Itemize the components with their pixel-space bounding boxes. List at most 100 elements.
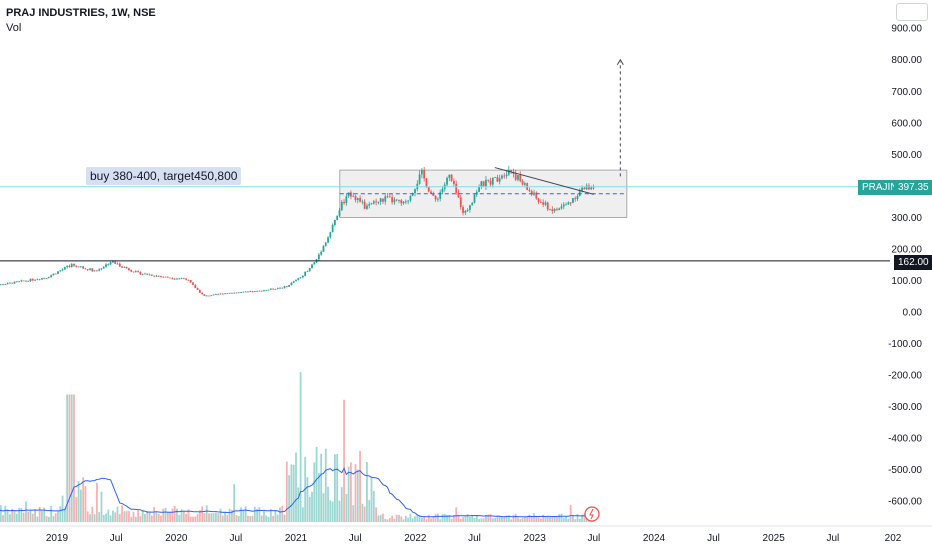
candle-body: [535, 192, 538, 199]
candle-body: [505, 174, 508, 176]
trade-note-annotation[interactable]: buy 380-400, target450,800: [86, 167, 242, 185]
candle-body: [57, 271, 59, 274]
x-axis-tick-label: 202: [885, 533, 902, 544]
y-axis-tick-label: -300.00: [888, 402, 922, 413]
candle-body: [297, 278, 300, 280]
chart-settings-button[interactable]: [896, 3, 928, 21]
volume-bar: [43, 507, 46, 522]
candle-body: [507, 169, 510, 175]
alert-icon: [584, 506, 600, 522]
candle-body: [279, 287, 281, 289]
volume-bar: [63, 508, 66, 522]
candle-body: [144, 273, 146, 275]
volume-bar: [503, 516, 506, 522]
volume-bar: [109, 515, 112, 522]
volume-bar: [228, 508, 231, 522]
volume-bar: [496, 516, 499, 522]
volume-bar: [569, 505, 572, 522]
volume-bar: [146, 510, 149, 522]
candle-body: [546, 202, 549, 210]
candle-body: [448, 174, 451, 178]
candle-body: [565, 204, 567, 206]
volume-bar: [565, 516, 567, 522]
candle-body: [439, 192, 442, 199]
volume-bar: [336, 454, 339, 522]
y-axis-tick-label: 900.00: [891, 24, 922, 35]
candle-body: [494, 177, 497, 178]
candle-body: [301, 275, 304, 278]
candle-body: [134, 271, 137, 273]
volume-bar: [134, 516, 137, 522]
volume-bar: [558, 514, 561, 522]
volume-bar: [276, 514, 279, 522]
y-axis-tick-label: -200.00: [888, 371, 922, 382]
volume-bar: [9, 514, 11, 522]
candle-body: [436, 198, 439, 200]
volume-bar: [382, 513, 384, 522]
y-axis-tick-label: 700.00: [891, 87, 922, 98]
volume-bar: [249, 516, 252, 522]
candle-body: [148, 274, 151, 276]
volume-bar: [187, 509, 190, 522]
volume-bar: [164, 507, 167, 522]
candle-body: [581, 187, 583, 191]
volume-bar: [338, 500, 341, 522]
volume-bar: [322, 493, 325, 522]
candle-body: [514, 173, 517, 180]
candle-body: [411, 193, 414, 196]
candle-body: [320, 251, 323, 255]
candle-body: [313, 262, 316, 265]
candle-body: [404, 201, 407, 203]
volume-bar: [581, 514, 583, 522]
candle-body: [114, 261, 117, 264]
candle-body: [221, 293, 224, 295]
volume-bar: [576, 513, 579, 522]
volume-bar: [244, 506, 247, 522]
candle-body: [523, 183, 526, 185]
candle-body: [41, 278, 43, 280]
candle-body: [533, 192, 535, 195]
candle-body: [551, 209, 554, 212]
volume-bar: [155, 512, 158, 522]
x-axis-tick-label: Jul: [707, 533, 720, 544]
candle-body: [68, 265, 71, 268]
volume-indicator-label[interactable]: Vol: [6, 22, 22, 34]
volume-bar: [292, 464, 295, 522]
volume-bar: [18, 507, 20, 522]
candle-body: [22, 280, 25, 282]
candle-body: [224, 293, 226, 295]
candle-body: [256, 290, 258, 292]
y-axis-tick-label: 600.00: [891, 118, 922, 129]
volume-bar: [512, 514, 515, 522]
candle-body: [354, 195, 357, 201]
y-axis-tick-label: 800.00: [891, 55, 922, 66]
volume-bar: [366, 461, 368, 522]
volume-bar: [583, 513, 586, 522]
volume-bar: [144, 513, 146, 522]
candle-body: [208, 295, 210, 297]
volume-bar: [221, 515, 224, 522]
volume-bar: [533, 513, 535, 522]
candle-body: [501, 175, 503, 179]
candle-body: [588, 185, 590, 190]
volume-bar: [279, 507, 281, 522]
candle-body: [409, 195, 412, 201]
volume-bar: [379, 515, 382, 522]
x-axis-tick-label: 2019: [46, 533, 69, 544]
candle-body: [485, 179, 487, 187]
volume-bar: [430, 518, 432, 522]
volume-bar: [331, 501, 334, 522]
candle-body: [418, 174, 421, 184]
candle-body: [480, 181, 483, 188]
candle-body: [137, 271, 139, 273]
volume-bar: [233, 484, 236, 522]
volume-bar: [171, 508, 174, 522]
volume-bar: [201, 506, 204, 522]
volume-bar: [253, 506, 256, 522]
volume-bar: [478, 519, 480, 522]
candle-body: [0, 284, 2, 286]
volume-bar: [198, 510, 201, 522]
candle-body: [260, 290, 263, 292]
candle-body: [162, 276, 165, 278]
